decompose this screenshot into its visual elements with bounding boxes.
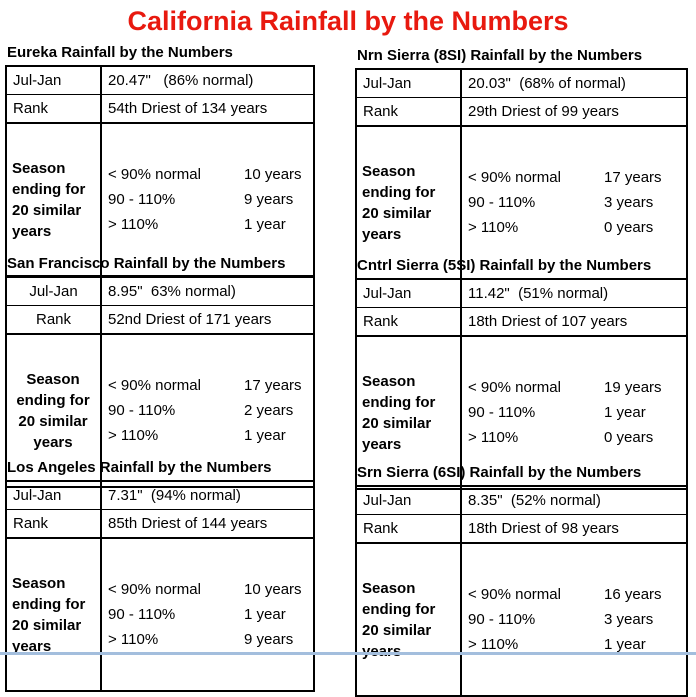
range-label: 90 - 110%: [108, 402, 176, 419]
row-label-season: Season ending for 20 similar years: [355, 542, 462, 697]
rank-value: 29th Driest of 99 years: [460, 97, 688, 127]
range-label: > 110%: [468, 429, 519, 446]
range-count: 1 year: [604, 636, 646, 653]
table-title-los-angeles: Los Angeles Rainfall by the Numbers: [7, 459, 272, 476]
range-label: 90 - 110%: [468, 611, 536, 628]
range-count: 19 years: [604, 379, 662, 396]
range-label: < 90% normal: [468, 586, 561, 603]
range-label: < 90% normal: [108, 377, 201, 394]
range-count: 0 years: [604, 219, 654, 236]
row-label-rank: Rank: [5, 94, 102, 124]
rainfall-table-cntrl-sierra: Jul-Jan 11.42" (51% normal) Rank 18th Dr…: [355, 278, 688, 490]
row-label-rank: Rank: [355, 97, 462, 127]
page-title: California Rainfall by the Numbers: [127, 6, 569, 36]
row-label-rank: Rank: [5, 509, 102, 539]
row-label-jul-jan: Jul-Jan: [355, 68, 462, 98]
range-count: 3 years: [604, 194, 654, 211]
season-breakdown: < 90% normal 19 years 90 - 110% 1 year > 1…: [460, 335, 688, 490]
rainfall-table-san-francisco: Jul-Jan 8.95" 63% normal) Rank 52nd Drie…: [5, 276, 315, 488]
row-label-jul-jan: Jul-Jan: [355, 485, 462, 515]
jul-jan-value: 20.03" (68% of normal): [460, 68, 688, 98]
range-count: 1 year: [244, 216, 286, 233]
rank-value: 52nd Driest of 171 years: [100, 305, 315, 335]
bottom-divider-line: [0, 652, 696, 655]
row-label-season: Season ending for 20 similar years: [5, 122, 102, 277]
rainfall-table-nrn-sierra: Jul-Jan 20.03" (68% of normal) Rank 29th…: [355, 68, 688, 280]
rainfall-table-los-angeles: Jul-Jan 7.31" (94% normal) Rank 85th Dri…: [5, 480, 315, 692]
range-count: 10 years: [244, 166, 302, 183]
row-label-jul-jan: Jul-Jan: [5, 480, 102, 510]
range-label: > 110%: [108, 216, 159, 233]
range-label: > 110%: [108, 427, 159, 444]
table-title-cntrl-sierra: Cntrl Sierra (5SI) Rainfall by the Numbe…: [357, 257, 652, 274]
rank-value: 85th Driest of 144 years: [100, 509, 315, 539]
row-label-season: Season ending for 20 similar years: [5, 537, 102, 692]
section-srn-sierra: Srn Sierra (6SI) Rainfall by the Numbers…: [355, 464, 688, 697]
range-count: 9 years: [244, 631, 294, 648]
range-count: 3 years: [604, 611, 654, 628]
jul-jan-value: 8.95" 63% normal): [100, 276, 315, 306]
range-count: 16 years: [604, 586, 662, 603]
jul-jan-value: 11.42" (51% normal): [460, 278, 688, 308]
range-count: 9 years: [244, 191, 294, 208]
range-label: 90 - 110%: [468, 194, 536, 211]
section-san-francisco: San Francisco Rainfall by the Numbers Ju…: [5, 255, 315, 488]
range-label: < 90% normal: [108, 166, 201, 183]
range-count: 2 years: [244, 402, 294, 419]
range-count: 10 years: [244, 581, 302, 598]
range-label: > 110%: [108, 631, 159, 648]
jul-jan-value: 8.35" (52% normal): [460, 485, 688, 515]
season-breakdown: < 90% normal 17 years 90 - 110% 3 years > …: [460, 125, 688, 280]
row-label-jul-jan: Jul-Jan: [5, 276, 102, 306]
range-label: > 110%: [468, 636, 519, 653]
rank-value: 18th Driest of 107 years: [460, 307, 688, 337]
table-title-eureka: Eureka Rainfall by the Numbers: [7, 44, 233, 61]
range-label: 90 - 110%: [468, 404, 536, 421]
rainfall-table-eureka: Jul-Jan 20.47" (86% normal) Rank 54th Dr…: [5, 65, 315, 277]
row-label-rank: Rank: [355, 514, 462, 544]
rank-value: 54th Driest of 134 years: [100, 94, 315, 124]
range-label: > 110%: [468, 219, 519, 236]
rank-value: 18th Driest of 98 years: [460, 514, 688, 544]
row-label-jul-jan: Jul-Jan: [355, 278, 462, 308]
range-label: < 90% normal: [108, 581, 201, 598]
jul-jan-value: 20.47" (86% normal): [100, 65, 315, 95]
row-label-rank: Rank: [5, 305, 102, 335]
range-count: 17 years: [244, 377, 302, 394]
section-nrn-sierra: Nrn Sierra (8SI) Rainfall by the Numbers…: [355, 47, 688, 280]
table-title-nrn-sierra: Nrn Sierra (8SI) Rainfall by the Numbers: [357, 47, 643, 64]
season-breakdown: < 90% normal 10 years 90 - 110% 1 year > 1…: [100, 537, 315, 692]
section-eureka: Eureka Rainfall by the Numbers Jul-Jan 2…: [5, 44, 315, 277]
row-label-rank: Rank: [355, 307, 462, 337]
jul-jan-value: 7.31" (94% normal): [100, 480, 315, 510]
range-count: 1 year: [604, 404, 646, 421]
row-label-jul-jan: Jul-Jan: [5, 65, 102, 95]
range-count: 1 year: [244, 606, 286, 623]
section-cntrl-sierra: Cntrl Sierra (5SI) Rainfall by the Numbe…: [355, 257, 688, 490]
range-count: 0 years: [604, 429, 654, 446]
range-label: < 90% normal: [468, 169, 561, 186]
table-title-srn-sierra: Srn Sierra (6SI) Rainfall by the Numbers: [357, 464, 642, 481]
range-label: < 90% normal: [468, 379, 561, 396]
range-label: 90 - 110%: [108, 191, 176, 208]
rainfall-table-srn-sierra: Jul-Jan 8.35" (52% normal) Rank 18th Dri…: [355, 485, 688, 697]
season-breakdown: < 90% normal 10 years 90 - 110% 9 years > …: [100, 122, 315, 277]
range-label: 90 - 110%: [108, 606, 176, 623]
section-los-angeles: Los Angeles Rainfall by the Numbers Jul-…: [5, 459, 315, 692]
range-count: 1 year: [244, 427, 286, 444]
row-label-season: Season ending for 20 similar years: [355, 125, 462, 280]
row-label-season: Season ending for 20 similar years: [5, 333, 102, 488]
season-breakdown: < 90% normal 16 years 90 - 110% 3 years > …: [460, 542, 688, 697]
range-count: 17 years: [604, 169, 662, 186]
table-title-san-francisco: San Francisco Rainfall by the Numbers: [7, 255, 286, 272]
row-label-season: Season ending for 20 similar years: [355, 335, 462, 490]
